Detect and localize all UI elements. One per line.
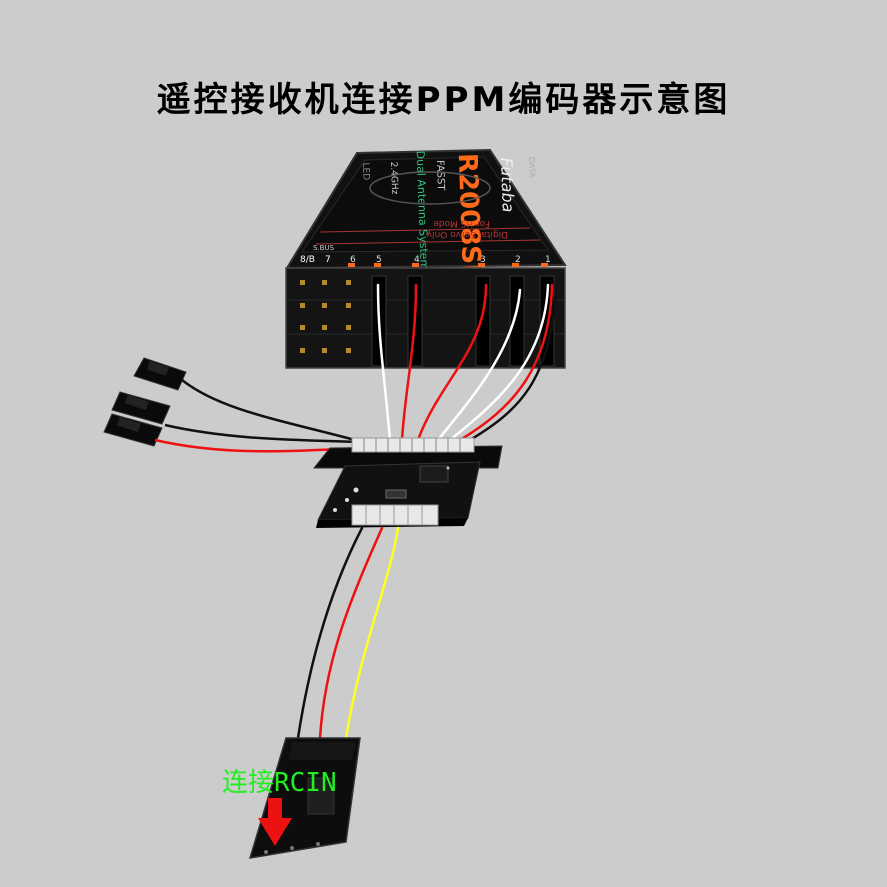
channel-label-2: 2 (515, 255, 521, 265)
loose-connector-bottom (103, 413, 163, 447)
channel-label-5: 5 (376, 255, 382, 265)
receiver-hs-mode: For HS Mode (433, 218, 490, 228)
ppm-encoder (312, 437, 503, 528)
receiver-band: 2.4GHz (388, 161, 399, 194)
loose-connectors (103, 357, 363, 453)
receiver-model: R2008SB (452, 153, 487, 285)
rcin-label: 连接RCIN (222, 768, 337, 798)
channel-label-7: 7 (325, 255, 331, 265)
rcin-wires (296, 526, 400, 740)
channel-label-8b: 8/B (300, 255, 315, 265)
receiver-system: Dual Antenna System (414, 150, 431, 270)
receiver: Futaba R2008SB FASST Dual Antenna System… (285, 148, 567, 369)
receiver-data: DATA (527, 157, 537, 178)
receiver-sbus: S.BUS (313, 244, 335, 252)
receiver-led: LED (360, 162, 371, 180)
diagram-title: 遥控接收机连接PPM编码器示意图 (156, 80, 731, 120)
channel-label-4: 4 (414, 255, 420, 265)
loose-connector-top (133, 357, 187, 391)
channel-label-1: 1 (545, 255, 551, 265)
receiver-digital-servo: Digital Servo Only (426, 229, 508, 239)
receiver-wires (376, 283, 558, 442)
channel-label-6: 6 (350, 255, 356, 265)
loose-connector-middle (111, 391, 171, 425)
receiver-tech: FASST (434, 160, 446, 192)
channel-labels: 1 2 3 4 5 6 7 8/B (300, 255, 551, 265)
down-arrow-icon (258, 798, 292, 846)
channel-label-3: 3 (480, 255, 486, 265)
receiver-brand: Futaba (497, 157, 518, 212)
